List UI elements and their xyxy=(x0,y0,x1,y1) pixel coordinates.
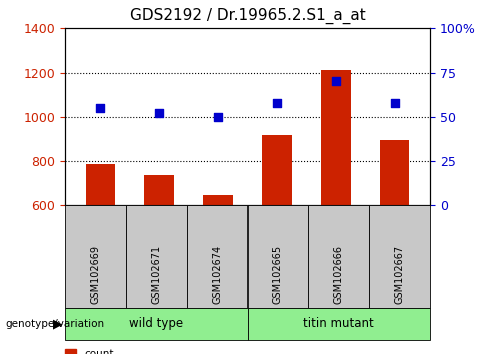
Text: genotype/variation: genotype/variation xyxy=(5,319,104,329)
Bar xyxy=(321,70,350,205)
Point xyxy=(96,105,104,111)
Text: GSM102669: GSM102669 xyxy=(90,245,101,304)
Bar xyxy=(262,135,292,205)
Text: GSM102666: GSM102666 xyxy=(334,245,344,304)
Point xyxy=(273,100,281,105)
Text: titin mutant: titin mutant xyxy=(304,318,374,330)
Point xyxy=(155,110,163,116)
Text: GSM102671: GSM102671 xyxy=(151,245,161,304)
Point xyxy=(214,114,222,120)
Bar xyxy=(204,195,233,205)
Bar xyxy=(86,164,115,205)
Text: GSM102674: GSM102674 xyxy=(212,245,222,304)
Bar xyxy=(144,176,174,205)
Text: GSM102667: GSM102667 xyxy=(394,245,404,304)
Text: GSM102665: GSM102665 xyxy=(273,245,283,304)
Title: GDS2192 / Dr.19965.2.S1_a_at: GDS2192 / Dr.19965.2.S1_a_at xyxy=(130,8,366,24)
Legend: count, percentile rank within the sample: count, percentile rank within the sample xyxy=(65,349,260,354)
Text: ▶: ▶ xyxy=(53,318,62,330)
Point xyxy=(390,100,398,105)
Point xyxy=(332,79,340,84)
Bar xyxy=(380,140,410,205)
Text: wild type: wild type xyxy=(129,318,184,330)
